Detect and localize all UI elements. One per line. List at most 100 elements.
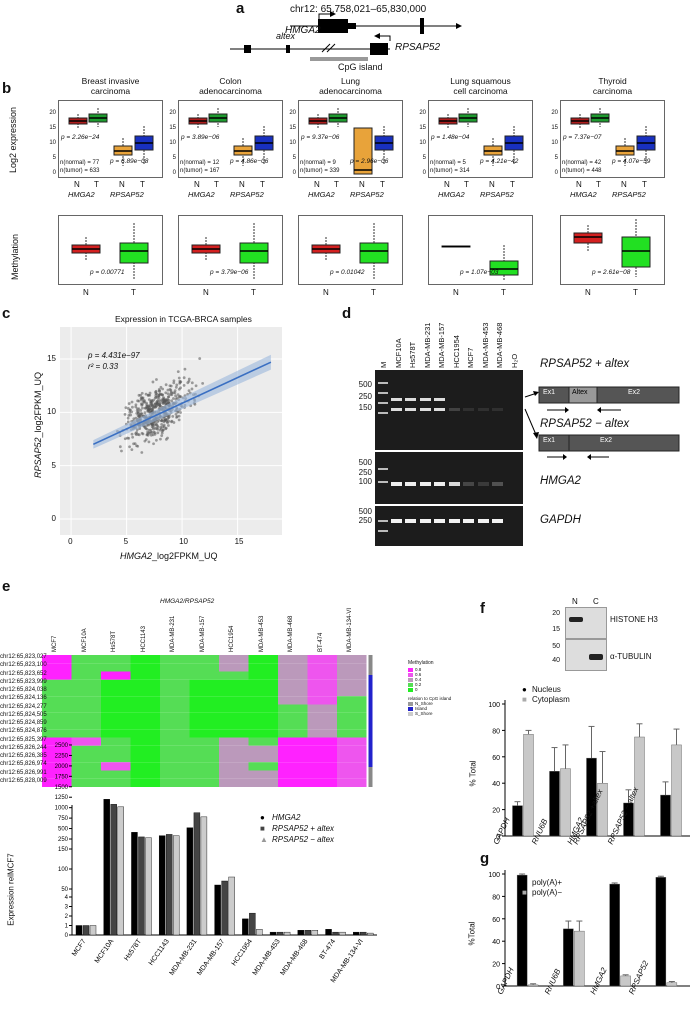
heatmap-cell xyxy=(189,762,219,771)
heatmap-cell xyxy=(189,737,219,746)
fit-band xyxy=(93,354,271,449)
p-rpsap: p = 4.86e−06 xyxy=(230,158,269,165)
band-gapdh xyxy=(492,519,503,523)
scatter-point xyxy=(154,392,158,395)
scatter-point xyxy=(172,421,176,424)
scatter-point xyxy=(159,425,163,429)
tubulin-band xyxy=(589,654,603,660)
scatter-point xyxy=(187,377,191,381)
legend-swatch xyxy=(408,683,413,687)
legend-marker: ■ xyxy=(260,824,265,833)
cancer-title-line: carcinoma xyxy=(90,86,131,96)
scatter-point xyxy=(156,431,160,435)
scatter-point xyxy=(132,442,135,446)
nt-label: N xyxy=(119,180,125,189)
heatmap-row: chr12:65,824,859 xyxy=(0,720,47,726)
gene-hmga2: HMGA2 xyxy=(438,190,465,199)
heatmap-row: chr12:65,823,027 xyxy=(0,654,47,660)
cancer-title-2: Lung adenocarcinoma xyxy=(298,76,403,96)
legend-val: 0.6 xyxy=(415,672,422,677)
x-tick-label: MDA-MB-231 xyxy=(168,938,198,977)
heatmap-cell xyxy=(307,778,337,787)
nt-label: T xyxy=(464,180,469,189)
n-tumor: n(tumor) = 448 xyxy=(562,168,602,174)
heatmap-cell xyxy=(189,688,219,697)
heatmap-cell xyxy=(101,679,131,688)
meth-t: T xyxy=(633,288,638,297)
scatter-point xyxy=(124,406,128,410)
y-label: %Total xyxy=(467,921,477,946)
bar xyxy=(89,925,97,936)
scatter-point xyxy=(125,436,129,440)
y-tick-label: 20 xyxy=(492,808,500,815)
band-hmga2 xyxy=(477,482,489,486)
heatmap-row: chr12:65,824,505 xyxy=(0,711,47,718)
gene-hmga2: HMGA2 xyxy=(68,190,95,199)
heatmap-cell xyxy=(189,712,219,721)
heatmap-cell xyxy=(101,721,131,730)
scatter-point xyxy=(157,398,160,402)
heatmap-cell xyxy=(101,745,131,754)
heatmap-cell xyxy=(130,655,160,664)
heatmap-cell xyxy=(130,754,160,763)
scatter-point xyxy=(151,422,154,426)
heatmap-cell xyxy=(101,762,131,771)
heatmap-cell xyxy=(42,696,72,705)
heatmap-cell xyxy=(101,778,131,787)
scatter-point xyxy=(140,431,144,435)
heatmap-cell xyxy=(278,737,308,746)
heatmap-cell xyxy=(189,770,219,779)
legend-swatch xyxy=(408,688,413,692)
meth-t: T xyxy=(251,288,256,297)
scatter-point xyxy=(134,432,138,435)
box xyxy=(489,260,519,276)
heatmap-cell xyxy=(278,721,308,730)
scatter-point xyxy=(170,420,173,424)
x-tick-label: MCF10A xyxy=(94,938,116,965)
heatmap-sample: HCC1954 xyxy=(229,625,235,652)
cancer-title-line: Colon xyxy=(219,76,242,86)
y-tick-label: 2250 xyxy=(55,753,69,759)
heatmap-cell xyxy=(307,762,337,771)
p-meth: p = 0.00771 xyxy=(90,269,125,276)
scatter-point xyxy=(147,408,151,412)
heatmap-cell xyxy=(130,762,160,771)
scatter-point xyxy=(175,383,179,387)
heatmap-cell xyxy=(189,671,219,680)
box xyxy=(359,242,389,264)
expr-ytick: 5 xyxy=(172,155,176,161)
heatmap-cell xyxy=(101,655,131,664)
scatter-point xyxy=(134,405,138,409)
heatmap-cell xyxy=(42,704,72,713)
altex-box: Altex xyxy=(572,389,588,396)
heatmap-cell xyxy=(219,663,249,672)
scatter-point xyxy=(159,385,163,389)
heatmap-cell xyxy=(130,704,160,713)
heatmap-cell xyxy=(219,679,249,688)
scatter-point xyxy=(173,389,177,393)
scatter-point xyxy=(173,391,177,395)
scatter-point xyxy=(159,437,162,441)
heatmap-cell xyxy=(219,729,249,738)
heatmap-cell xyxy=(278,712,308,721)
heatmap-cell xyxy=(42,754,72,763)
heatmap-sample: Hs578T xyxy=(111,630,117,652)
scatter-point xyxy=(162,396,165,399)
y-tick-label: 1750 xyxy=(55,774,69,780)
marker-band xyxy=(378,382,388,384)
heatmap-cell xyxy=(130,737,160,746)
meth-box-2 xyxy=(298,215,403,285)
meth-box-4 xyxy=(560,215,665,285)
heatmap-cell xyxy=(219,737,249,746)
expr-ylabel: Log2 expression xyxy=(8,106,19,174)
legend-swatch xyxy=(408,678,413,682)
scatter-point xyxy=(179,386,182,390)
legend2-title: relation to CpG island xyxy=(408,696,452,701)
meth-box-1 xyxy=(178,215,283,285)
y-tick: 10 xyxy=(47,407,56,417)
meth-n: N xyxy=(585,288,591,297)
heatmap-cell xyxy=(219,762,249,771)
y-tick-label: 0 xyxy=(496,984,500,991)
heatmap-cell xyxy=(130,712,160,721)
heatmap-cell xyxy=(219,745,249,754)
